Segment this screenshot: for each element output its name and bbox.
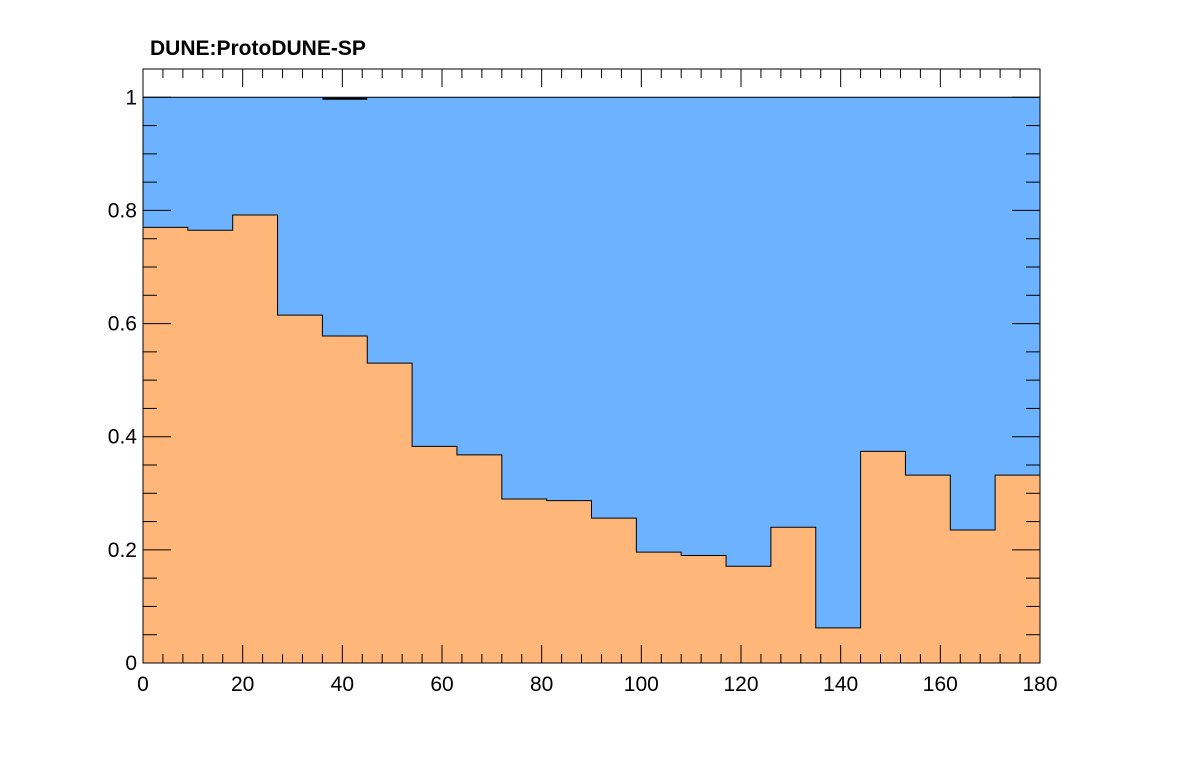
x-axis-tick-labels: 0 20 40 60 80 100 120 140 160 180	[137, 673, 1057, 696]
bar-lower-14	[770, 527, 817, 663]
bar-lower-9	[546, 500, 592, 663]
bar-lower-4	[322, 336, 368, 663]
bar-lower-7	[456, 454, 503, 663]
bar-upper-17	[905, 97, 951, 476]
x-tick-label: 140	[823, 673, 858, 696]
histogram-outline	[143, 96, 1040, 629]
bar-lower-17	[905, 475, 951, 663]
series-lower-outline	[143, 214, 1040, 629]
bar-upper-5	[367, 97, 413, 364]
x-tick-label: 80	[530, 673, 553, 696]
y-tick-label: 1	[125, 86, 137, 109]
bar-lower-15	[815, 627, 862, 663]
bar-lower-19	[995, 475, 1041, 663]
plot-frame	[142, 68, 1041, 664]
bar-lower-16	[860, 451, 906, 663]
bar-upper-6	[412, 97, 458, 447]
bar-lower-13	[726, 566, 772, 663]
bar-upper-10	[591, 97, 637, 519]
axis-ticks	[142, 68, 1041, 664]
y-axis-tick-labels: 0 0.2 0.4 0.6 0.8 1	[108, 86, 138, 675]
histogram-fills	[143, 97, 1041, 663]
x-tick-label: 180	[1022, 673, 1057, 696]
bar-lower-0	[143, 227, 189, 663]
x-tick-label: 0	[137, 673, 149, 696]
bar-lower-18	[950, 530, 996, 663]
bar-upper-14	[770, 97, 817, 528]
bar-upper-1	[187, 97, 234, 231]
y-tick-label: 0.2	[108, 539, 137, 562]
y-tick-label: 0	[125, 652, 137, 675]
chart-title: DUNE:ProtoDUNE-SP	[150, 37, 366, 60]
x-tick-label: 120	[723, 673, 758, 696]
y-tick-label: 0.8	[108, 199, 137, 222]
bar-upper-13	[726, 97, 772, 567]
bar-upper-8	[501, 97, 548, 499]
bar-lower-8	[501, 498, 548, 663]
bar-upper-12	[681, 97, 727, 556]
y-tick-label: 0.4	[108, 426, 138, 449]
bar-lower-12	[681, 555, 727, 663]
bar-lower-1	[187, 230, 234, 663]
bar-upper-7	[456, 97, 503, 455]
x-tick-label: 160	[923, 673, 958, 696]
x-tick-label: 20	[231, 673, 254, 696]
bar-lower-6	[412, 446, 458, 663]
y-tick-label: 0.6	[108, 313, 137, 336]
bar-lower-11	[636, 552, 682, 663]
bar-upper-2	[232, 97, 279, 215]
bar-lower-2	[232, 214, 279, 663]
bar-upper-15	[815, 97, 862, 628]
x-tick-label: 100	[624, 673, 659, 696]
bar-upper-11	[636, 97, 682, 553]
bar-lower-5	[367, 363, 413, 663]
bar-upper-4	[322, 97, 368, 337]
bar-upper-19	[995, 97, 1041, 476]
bar-upper-18	[950, 97, 996, 531]
x-tick-label: 40	[331, 673, 354, 696]
x-tick-label: 60	[430, 673, 453, 696]
bar-upper-0	[143, 97, 189, 228]
bar-upper-16	[860, 97, 906, 452]
bar-upper-9	[546, 97, 592, 501]
bar-lower-10	[591, 518, 637, 663]
bar-upper-3	[277, 97, 323, 316]
bar-lower-3	[277, 315, 323, 663]
